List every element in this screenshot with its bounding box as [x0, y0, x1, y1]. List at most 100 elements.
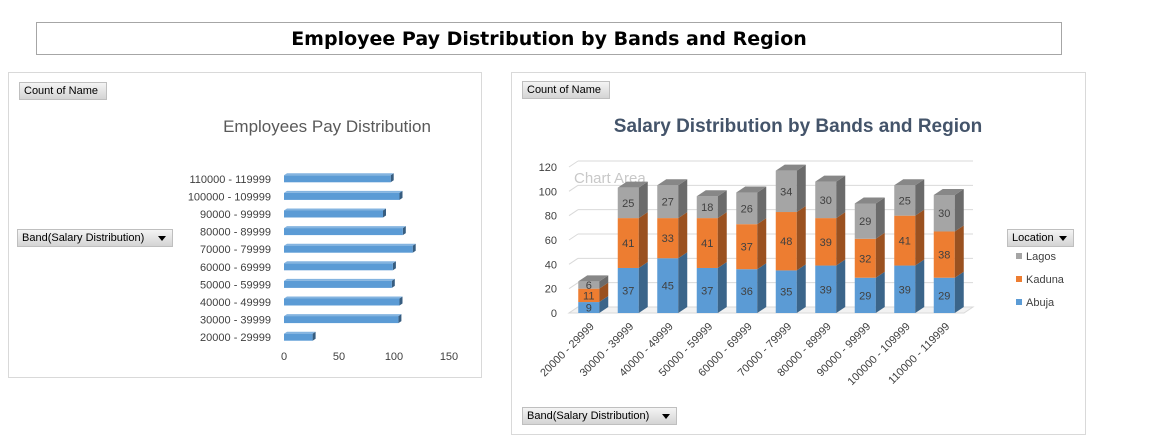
data-label: 39	[820, 237, 832, 249]
bar-segment-side	[915, 179, 925, 216]
bar-segment	[775, 270, 797, 313]
legend-entry: Abuja	[1026, 297, 1055, 309]
band-field-filter-button[interactable]: Band(Salary Distribution)	[17, 229, 173, 247]
band-field-label-2: Band(Salary Distribution)	[527, 410, 650, 422]
pay-distribution-chart-panel[interactable]: Count of Name Band(Salary Distribution) …	[8, 72, 482, 378]
chart-title: Employees Pay Distribution	[223, 117, 431, 136]
bar	[284, 263, 393, 271]
data-label: 36	[741, 286, 753, 298]
legend-swatch	[1016, 276, 1022, 282]
bar-top	[815, 175, 846, 182]
bar-top	[854, 197, 885, 204]
data-label: 41	[899, 236, 911, 248]
data-label: 29	[859, 216, 871, 228]
data-label: 39	[899, 284, 911, 296]
bar-side	[399, 190, 403, 200]
data-label: 32	[859, 253, 871, 265]
bar-segment-side	[678, 179, 688, 219]
count-of-name-label: Count of Name	[24, 85, 98, 97]
bar-segment-side	[915, 209, 925, 266]
bar-top	[284, 190, 403, 193]
y-tick-label: 80	[545, 211, 557, 223]
bar-side	[402, 226, 406, 236]
count-of-name-field-button-2[interactable]: Count of Name	[522, 81, 610, 99]
bar-top	[284, 278, 395, 281]
band-field-label: Band(Salary Distribution)	[22, 232, 145, 244]
count-of-name-label-2: Count of Name	[527, 84, 601, 96]
category-tick-label: 20000 - 29999	[200, 332, 271, 344]
y-tick-label: 60	[545, 235, 557, 247]
category-tick-label: 100000 - 109999	[188, 191, 271, 203]
bar-segment	[617, 187, 639, 219]
bar	[284, 175, 391, 183]
count-of-name-field-button[interactable]: Count of Name	[19, 82, 107, 100]
bar-segment	[578, 302, 600, 313]
category-tick-label: 30000 - 39999	[200, 315, 271, 327]
bar-segment-side	[836, 175, 846, 219]
chevron-down-icon[interactable]	[1059, 236, 1067, 241]
bar-segment-side	[599, 296, 609, 313]
y-tick-label: 0	[551, 308, 557, 320]
data-label: 6	[586, 280, 592, 292]
bar	[284, 333, 313, 341]
category-tick-label: 60000 - 69999	[200, 262, 271, 274]
bar-side	[390, 173, 394, 183]
bar-segment-side	[796, 206, 806, 271]
page-title: Employee Pay Distribution by Bands and R…	[291, 27, 807, 50]
bar-side	[399, 296, 403, 306]
gridline-depth	[568, 209, 579, 217]
category-tick-label: 70000 - 79999	[200, 244, 271, 256]
chart-title: Salary Distribution by Bands and Region	[614, 116, 982, 137]
data-label: 34	[780, 186, 792, 198]
data-label: 29	[859, 290, 871, 302]
bar-segment-side	[915, 259, 925, 313]
bar-top	[284, 173, 394, 176]
salary-by-region-chart[interactable]: Salary Distribution by Bands and Region …	[512, 73, 1085, 434]
gridline-depth	[568, 184, 579, 192]
bar-segment-side	[796, 164, 806, 213]
data-label: 37	[622, 285, 634, 297]
bar-segment	[657, 185, 679, 219]
chevron-down-icon[interactable]	[662, 414, 670, 419]
data-label: 38	[938, 250, 950, 262]
bar-top	[284, 261, 396, 264]
location-field-filter-button[interactable]: Location	[1007, 229, 1074, 247]
bar-segment-side	[638, 261, 648, 313]
bar-segment-side	[678, 252, 688, 313]
salary-by-region-chart-panel[interactable]: Count of Name Location Band(Salary Distr…	[511, 72, 1086, 435]
bar-segment	[775, 212, 797, 271]
data-label: 33	[662, 233, 674, 245]
bar-segment	[815, 218, 837, 266]
bar-top	[775, 164, 806, 171]
data-label: 37	[701, 285, 713, 297]
bar-side	[391, 278, 395, 288]
bar-segment-side	[638, 212, 648, 268]
bar-top	[284, 331, 316, 334]
legend-entry: Lagos	[1026, 251, 1056, 263]
bar	[284, 245, 413, 253]
bar-segment	[617, 218, 639, 268]
chevron-down-icon[interactable]	[158, 236, 166, 241]
bar-top	[617, 181, 648, 188]
data-label: 30	[820, 195, 832, 207]
pay-distribution-chart[interactable]: Employees Pay Distribution 110000 - 1199…	[9, 73, 481, 377]
band-field-filter-button-2[interactable]: Band(Salary Distribution)	[522, 407, 677, 425]
bar-segment	[815, 265, 837, 313]
gridline-depth	[568, 160, 579, 168]
bar-segment	[815, 181, 837, 219]
data-label: 37	[741, 242, 753, 254]
bar	[284, 280, 392, 288]
gridline-depth	[568, 233, 579, 241]
y-tick-label: 40	[545, 259, 557, 271]
bar-side	[383, 208, 386, 218]
y-tick-label: 100	[539, 186, 557, 198]
bar	[284, 298, 400, 306]
bar-segment-side	[836, 212, 846, 266]
bar-segment	[617, 267, 639, 313]
bar-segment	[894, 265, 916, 313]
data-label: 9	[586, 303, 592, 315]
x-tick-label: 50	[333, 351, 345, 363]
data-label: 26	[741, 203, 753, 215]
bar	[284, 228, 403, 236]
legend-swatch	[1016, 253, 1022, 259]
